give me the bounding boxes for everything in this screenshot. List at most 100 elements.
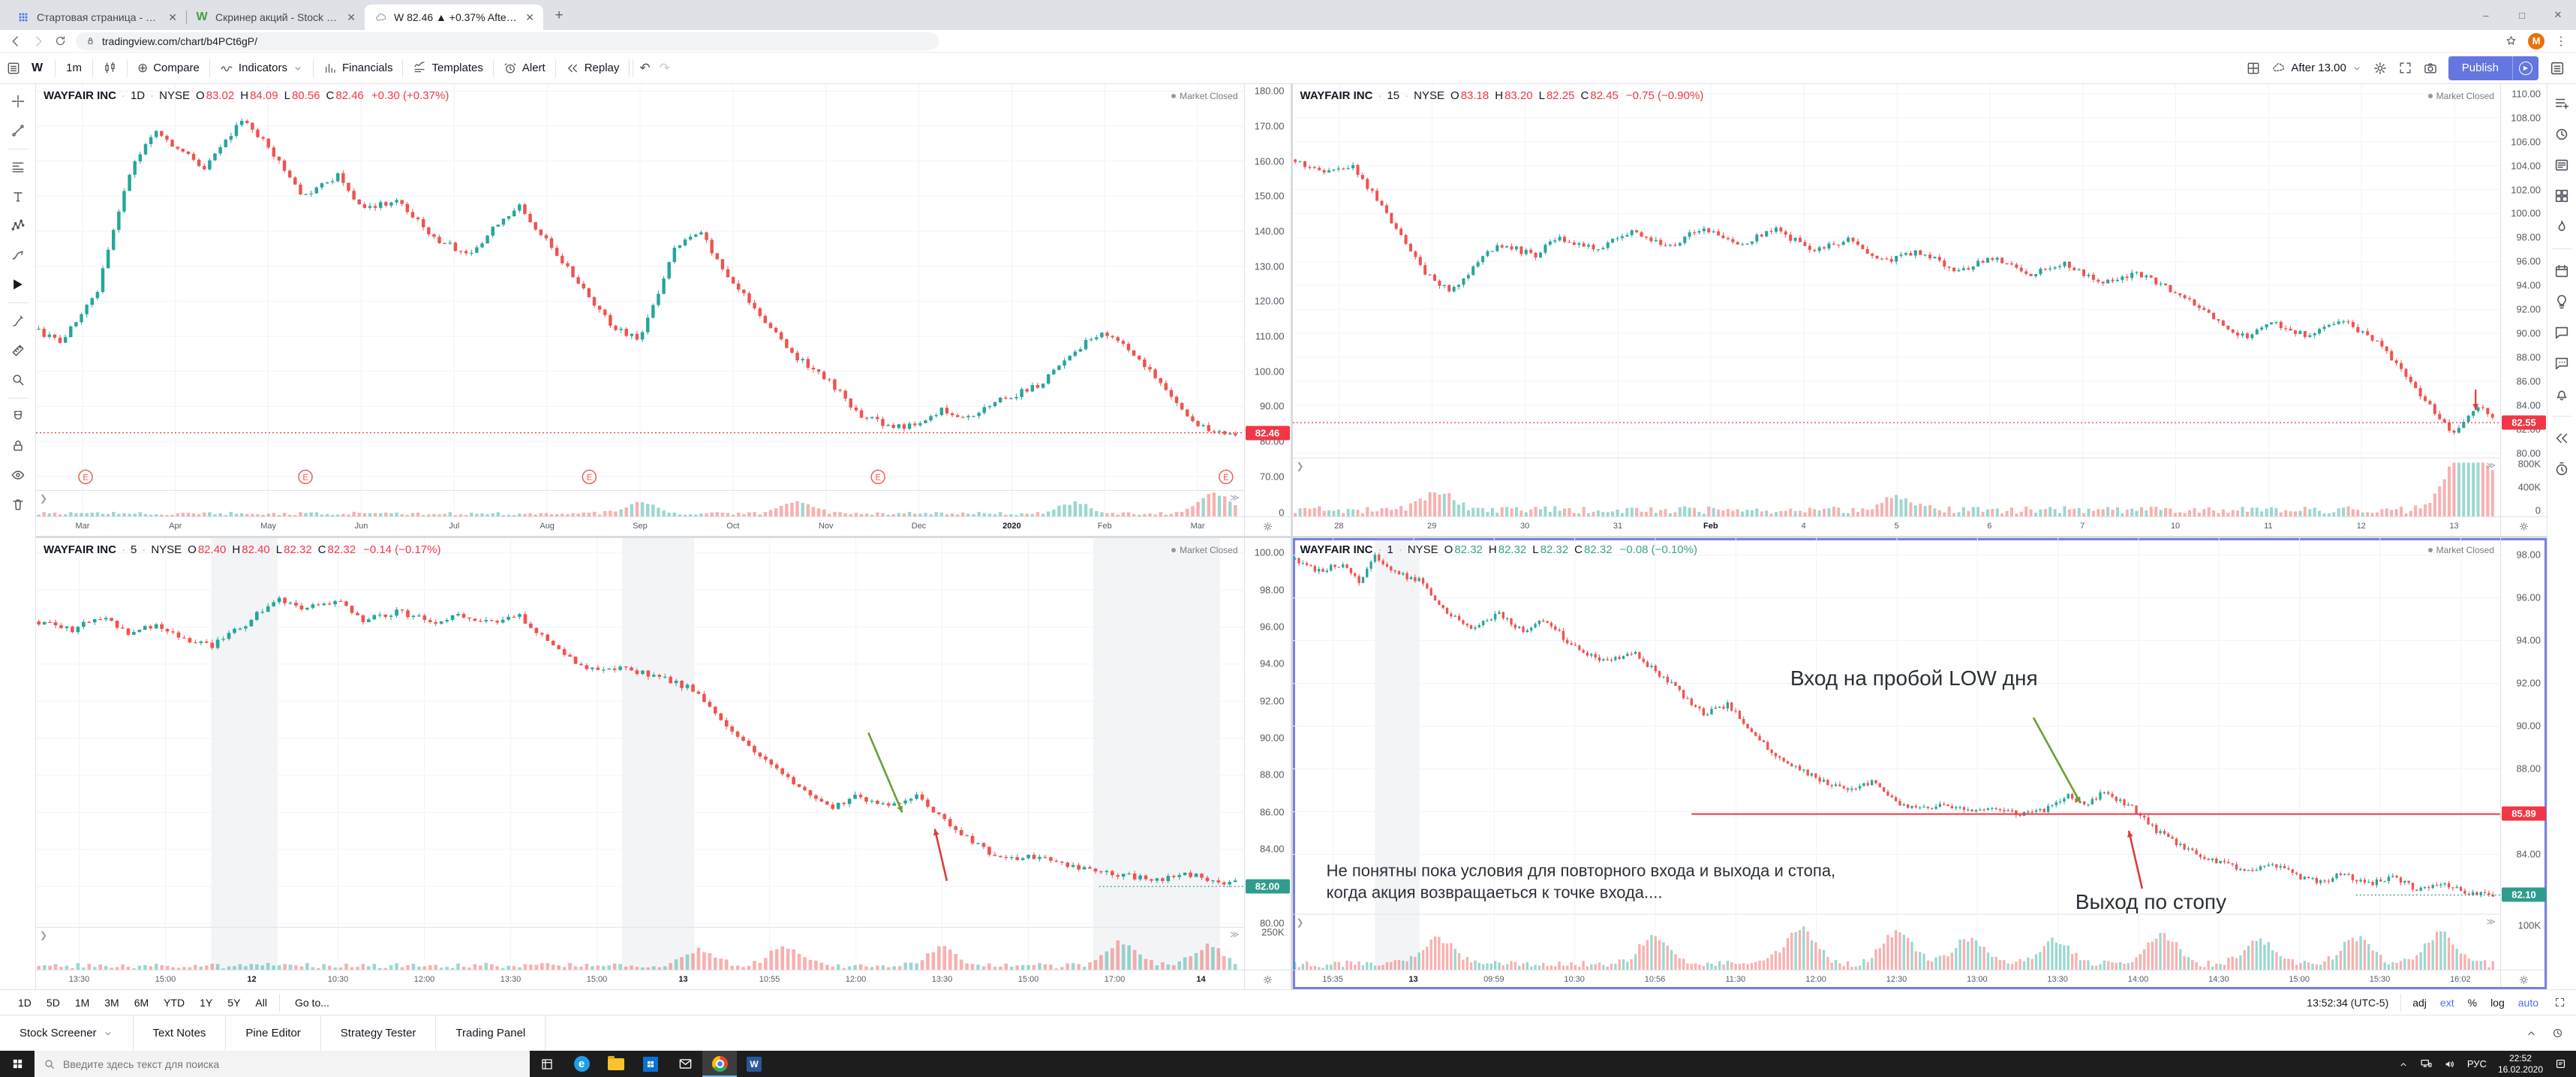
chart-plot-m15[interactable]: WAYFAIR INC · 15 · NYSE O 83.18 H 83.20 L 82.25 C 82… bbox=[1292, 84, 2501, 516]
range-6m[interactable]: 6M bbox=[134, 996, 149, 1009]
data-window-icon[interactable] bbox=[2553, 187, 2571, 205]
mail-icon[interactable] bbox=[668, 1051, 702, 1077]
notifications-icon[interactable] bbox=[2553, 385, 2571, 403]
tab-close-icon[interactable]: ✕ bbox=[347, 11, 356, 23]
collapse-panel-icon[interactable] bbox=[2525, 1027, 2538, 1039]
chart-annotation-0[interactable]: Вход на пробой LOW дня bbox=[1790, 666, 2038, 690]
ideas-icon[interactable] bbox=[2553, 293, 2571, 311]
replay-button[interactable]: Replay bbox=[558, 53, 628, 84]
session-sun-icon[interactable] bbox=[1262, 974, 1273, 985]
range-1m[interactable]: 1M bbox=[74, 996, 90, 1009]
alert-button[interactable]: Alert bbox=[495, 53, 554, 84]
legend-symbol[interactable]: WAYFAIR INC bbox=[44, 89, 116, 102]
profile-avatar[interactable]: M bbox=[2528, 32, 2544, 50]
time-axis-daily[interactable]: Mar Apr May Jun Jul Aug Sep Oct Nov Dec 2020 Feb Mar bbox=[36, 516, 1244, 536]
crosshair-tool[interactable] bbox=[7, 90, 29, 113]
pane-collapse-button[interactable]: ❯ bbox=[1296, 461, 1304, 472]
scroll-to-recent-button[interactable]: ≫ bbox=[1229, 492, 1240, 504]
private-chat-icon[interactable] bbox=[2553, 354, 2571, 372]
zoom-tool[interactable] bbox=[7, 369, 29, 391]
trend-line-tool[interactable] bbox=[7, 119, 29, 142]
prediction-tool[interactable] bbox=[7, 244, 29, 266]
headlines-icon[interactable] bbox=[2553, 156, 2571, 174]
scale-log-button[interactable]: log bbox=[2490, 996, 2505, 1009]
settings-gear-icon[interactable] bbox=[2373, 61, 2388, 76]
fib-retracement-tool[interactable] bbox=[7, 156, 29, 179]
scroll-to-recent-button[interactable]: ≫ bbox=[1229, 928, 1240, 940]
chart-plot-daily[interactable]: WAYFAIR INC · 1D · NYSE O 83.02 H 84.09 L 80.56 C 82… bbox=[36, 84, 1244, 516]
range-5d[interactable]: 5D bbox=[46, 996, 60, 1009]
layout-lines-icon[interactable] bbox=[2549, 60, 2565, 77]
magnet-tool[interactable] bbox=[7, 405, 29, 428]
browser-tab-0[interactable]: Стартовая страница - визуальн ✕ bbox=[8, 5, 186, 30]
tray-chevron-icon[interactable] bbox=[2398, 1059, 2409, 1069]
taskbar-clock[interactable]: 22:52 16.02.2020 bbox=[2498, 1053, 2543, 1075]
pane-collapse-button[interactable]: ❯ bbox=[1296, 916, 1304, 928]
scale-ext-button[interactable]: ext bbox=[2439, 996, 2454, 1009]
series-clock-label[interactable]: 13:52:34 (UTC-5) bbox=[2307, 996, 2389, 1009]
search-input[interactable] bbox=[63, 1057, 521, 1070]
scroll-to-recent-button[interactable]: ≫ bbox=[2486, 916, 2496, 927]
candlestick-chart[interactable] bbox=[1292, 84, 2501, 516]
brush-tool[interactable] bbox=[7, 310, 29, 332]
chrome-icon[interactable] bbox=[702, 1051, 737, 1077]
redo-icon[interactable]: ↷ bbox=[659, 60, 670, 75]
edge-icon[interactable]: e bbox=[564, 1051, 599, 1077]
symbol-button[interactable]: W bbox=[32, 61, 44, 74]
chart-style-button[interactable] bbox=[95, 53, 125, 84]
watchlist-icon[interactable] bbox=[2553, 95, 2571, 113]
panel-tab-strategy-tester[interactable]: Strategy Tester bbox=[321, 1015, 437, 1051]
store-icon[interactable] bbox=[633, 1051, 668, 1077]
panel-tab-text-notes[interactable]: Text Notes bbox=[134, 1015, 227, 1051]
time-axis-m15[interactable]: 28 29 30 31 Feb 4 5 6 7 10 11 12 13 bbox=[1292, 516, 2500, 536]
browser-tab-2[interactable]: W 82.46 ▲ +0.37% After 13.00 ✕ bbox=[365, 5, 543, 30]
templates-button[interactable]: Templates bbox=[404, 53, 491, 84]
minimize-button[interactable]: – bbox=[2483, 9, 2489, 21]
maximize-chart-icon[interactable] bbox=[2554, 997, 2565, 1008]
browser-menu-icon[interactable]: ⋮ bbox=[2555, 35, 2567, 48]
file-explorer-icon[interactable] bbox=[599, 1051, 633, 1077]
session-sun-icon[interactable] bbox=[2518, 974, 2529, 985]
fullscreen-icon[interactable] bbox=[2398, 61, 2412, 75]
goto-button[interactable]: Go to... bbox=[294, 996, 329, 1009]
price-axis-daily[interactable]: 180.00 170.00 160.00 150.00 140.00 130.00 120.… bbox=[1243, 84, 1291, 516]
taskbar-search[interactable] bbox=[35, 1051, 530, 1077]
scale-auto-button[interactable]: auto bbox=[2517, 996, 2538, 1009]
compare-button[interactable]: ⊕ Compare bbox=[129, 53, 208, 84]
lock-tool[interactable] bbox=[7, 435, 29, 457]
snapshot-camera-icon[interactable] bbox=[2423, 61, 2438, 76]
interval-button[interactable]: 1m bbox=[66, 62, 82, 74]
legend-symbol[interactable]: WAYFAIR INC bbox=[1300, 89, 1373, 102]
price-axis-m5[interactable]: 100.00 98.00 96.00 94.00 92.00 90.00 88.00 86.0… bbox=[1243, 537, 1291, 970]
publish-button[interactable]: Publish ▶ bbox=[2448, 56, 2538, 80]
text-tool[interactable] bbox=[7, 185, 29, 208]
measure-tool[interactable] bbox=[7, 339, 29, 362]
speaker-icon[interactable] bbox=[2444, 1058, 2456, 1070]
layout-name-button[interactable]: After 13.00 bbox=[2271, 61, 2361, 75]
indicators-button[interactable]: Indicators bbox=[212, 53, 311, 84]
forward-icon[interactable] bbox=[32, 35, 45, 48]
pane-collapse-button[interactable]: ❯ bbox=[40, 929, 48, 940]
time-axis-m5[interactable]: 13:30 15:00 12 10:30 12:00 13:30 15:00 13 10:55 1… bbox=[36, 970, 1244, 989]
eye-tool[interactable] bbox=[7, 464, 29, 486]
tab-close-icon[interactable]: ✕ bbox=[525, 11, 534, 23]
reload-icon[interactable] bbox=[54, 35, 67, 47]
new-tab-button[interactable]: + bbox=[555, 8, 564, 23]
history-icon[interactable] bbox=[2551, 1027, 2564, 1039]
language-indicator[interactable]: РУС bbox=[2466, 1058, 2487, 1069]
close-button[interactable]: ✕ bbox=[2553, 9, 2562, 20]
public-chat-icon[interactable] bbox=[2553, 323, 2571, 341]
chart-panel-m15[interactable]: WAYFAIR INC · 15 · NYSE O 83.18 H 83.20 L 82.25 C 82… bbox=[1292, 84, 2547, 536]
panel-tab-stock-screener[interactable]: Stock Screener bbox=[0, 1015, 134, 1051]
candlestick-chart[interactable] bbox=[1292, 537, 2501, 970]
range-3m[interactable]: 3M bbox=[104, 996, 119, 1009]
panel-tab-pine-editor[interactable]: Pine Editor bbox=[226, 1015, 321, 1051]
range-1y[interactable]: 1Y bbox=[200, 996, 213, 1009]
timer-icon[interactable] bbox=[2553, 460, 2571, 478]
word-icon[interactable]: W bbox=[737, 1051, 771, 1077]
back-icon[interactable] bbox=[9, 35, 23, 48]
network-icon[interactable] bbox=[2420, 1057, 2433, 1070]
candlestick-chart[interactable] bbox=[36, 537, 1244, 970]
chart-panel-daily[interactable]: WAYFAIR INC · 1D · NYSE O 83.02 H 84.09 L 80.56 C 82… bbox=[36, 84, 1291, 536]
layout-select-icon[interactable] bbox=[2246, 61, 2261, 76]
